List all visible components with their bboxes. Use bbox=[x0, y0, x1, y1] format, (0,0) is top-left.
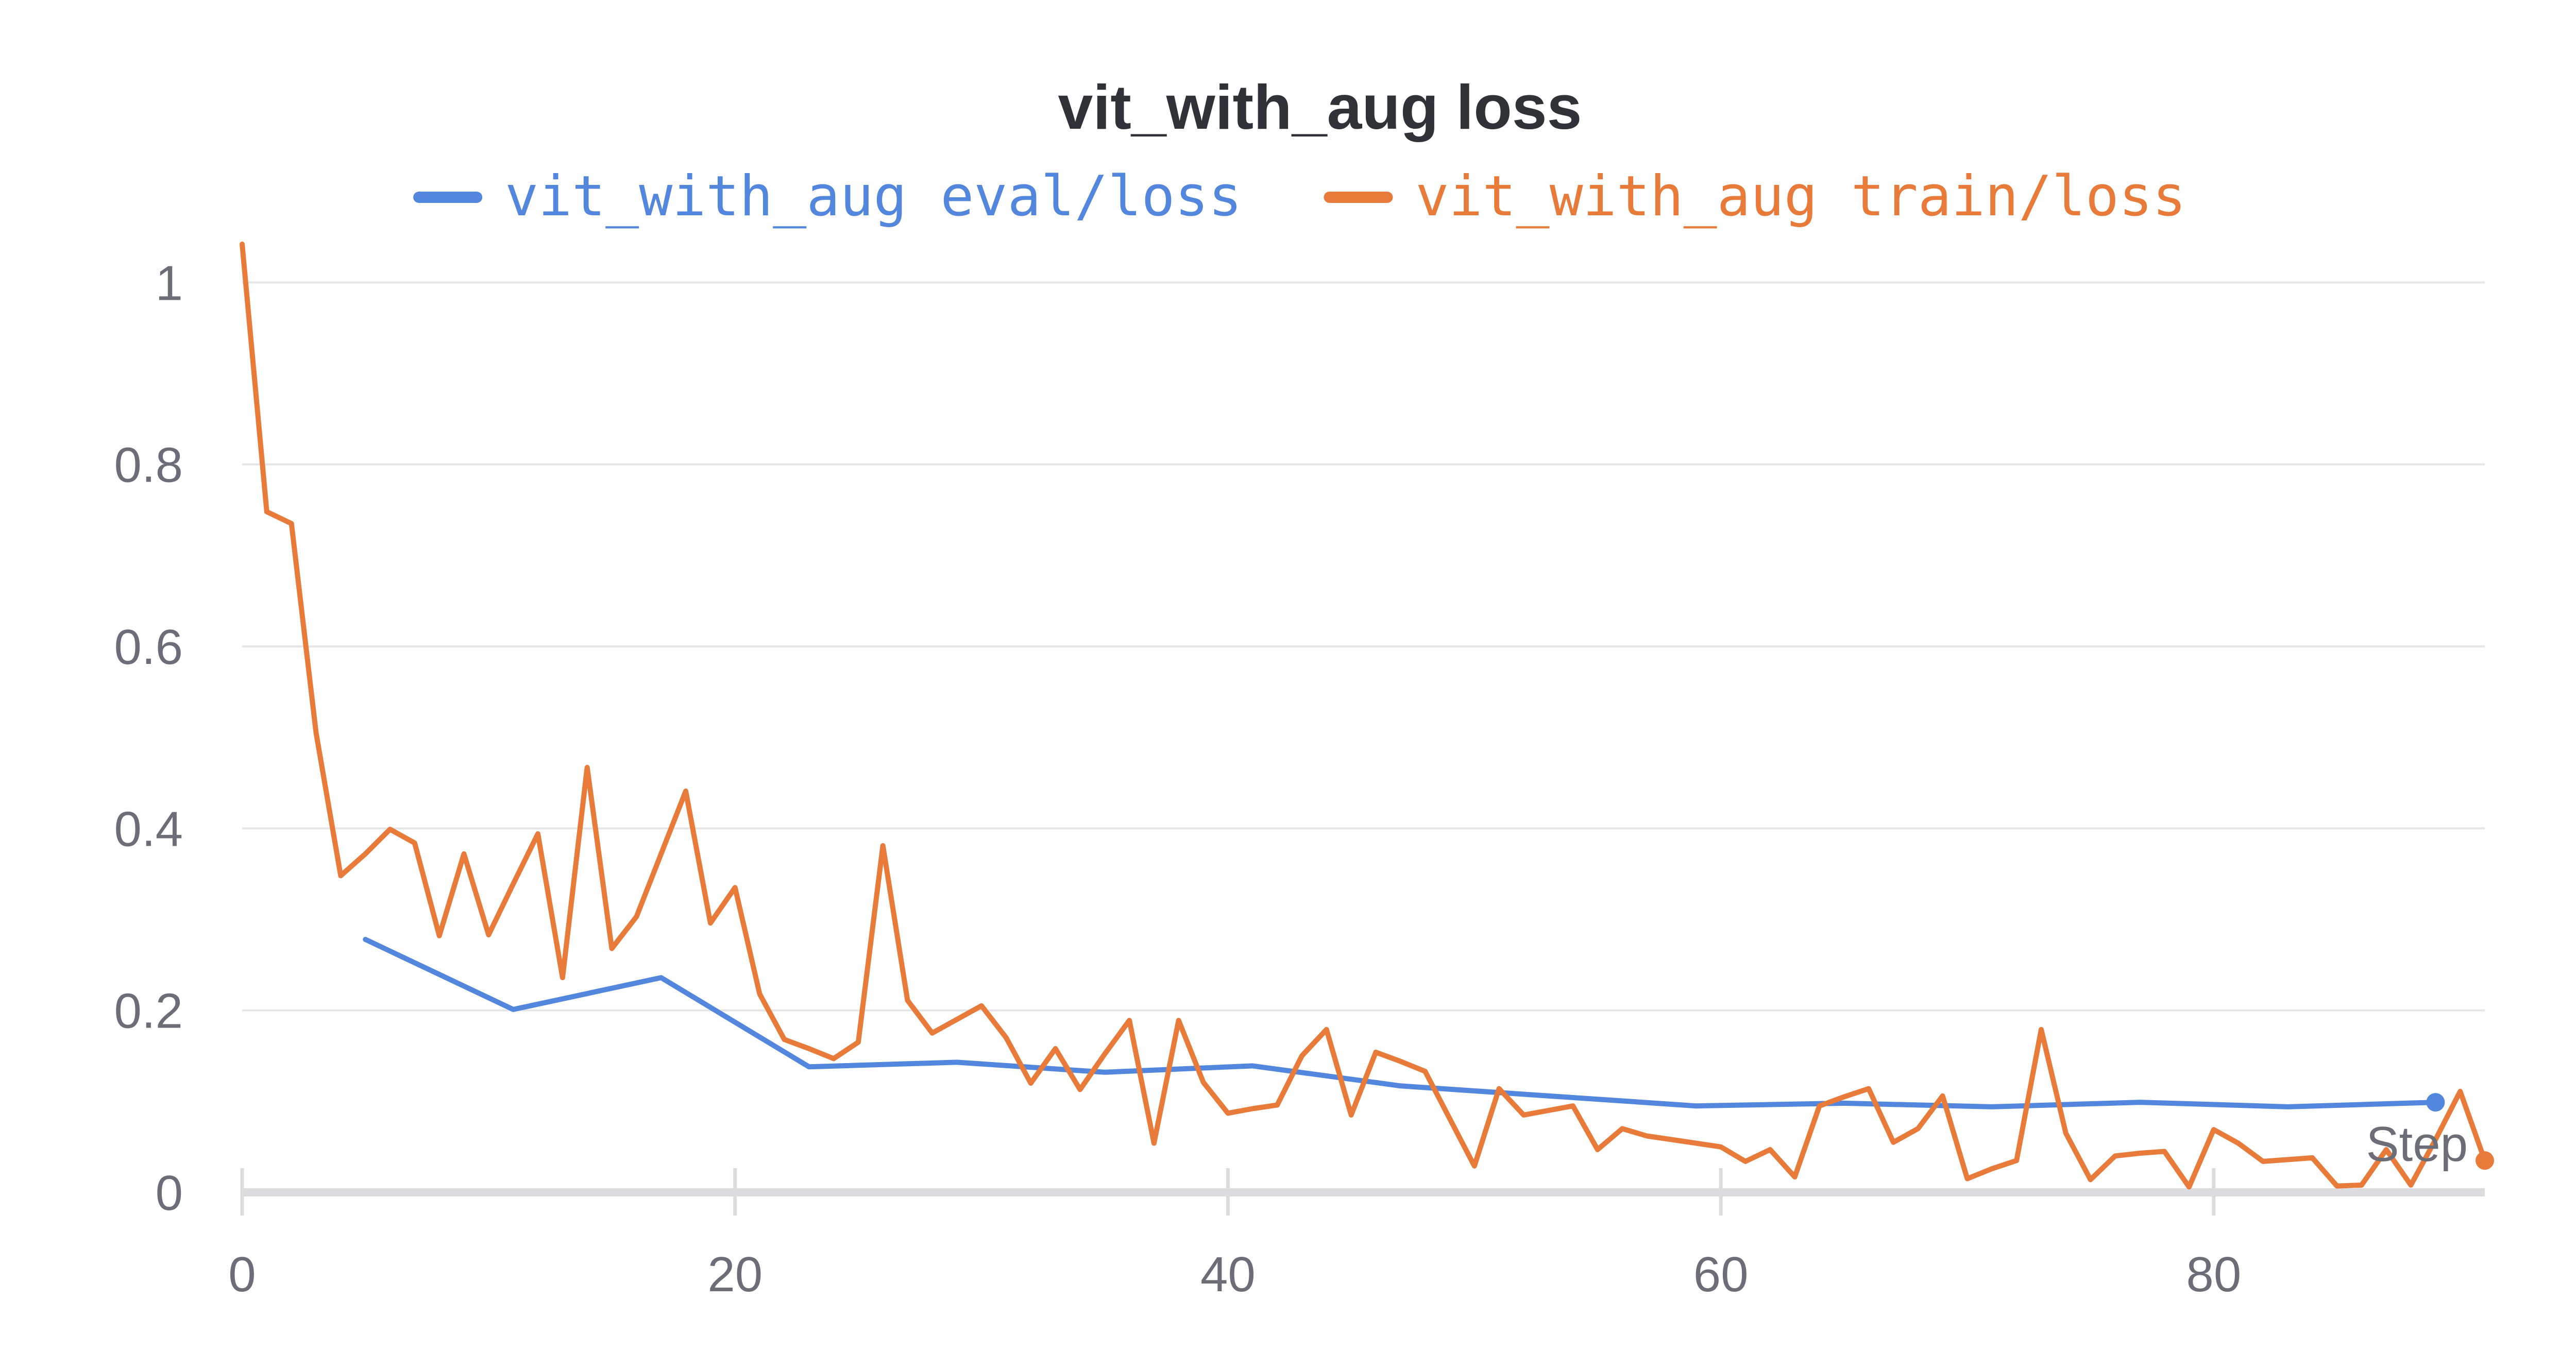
series-line-train-loss bbox=[240, 242, 2487, 1190]
legend: vit_with_aug eval/loss vit_with_aug train… bbox=[413, 164, 2186, 229]
legend-label: vit_with_aug eval/loss bbox=[505, 164, 1242, 229]
x-tick-label: 80 bbox=[2186, 1247, 2241, 1302]
legend-label: vit_with_aug train/loss bbox=[1415, 164, 2186, 229]
y-tick-label: 0.6 bbox=[114, 620, 183, 675]
y-tick-label: 0.4 bbox=[114, 801, 183, 857]
x-tick-label: 20 bbox=[707, 1247, 762, 1302]
series-end-point bbox=[2426, 1093, 2445, 1112]
x-tick-label: 0 bbox=[228, 1247, 256, 1302]
x-tick-label: 40 bbox=[1200, 1247, 1256, 1302]
chart-title: vit_with_aug loss bbox=[1058, 72, 1582, 142]
y-tick-label: 0 bbox=[156, 1166, 183, 1221]
series-group bbox=[240, 242, 2494, 1190]
y-tick-label: 1 bbox=[156, 255, 183, 311]
grid-lines bbox=[242, 281, 2485, 1012]
series-line-eval-loss bbox=[363, 936, 2438, 1109]
axes: 0 0.2 0.4 0.6 0.8 1 0 20 40 60 80 bbox=[114, 255, 2485, 1302]
x-axis-label: Step bbox=[2366, 1117, 2468, 1172]
series-end-point bbox=[2476, 1151, 2494, 1170]
y-tick-label: 0.8 bbox=[114, 438, 183, 493]
x-tick-label: 60 bbox=[1693, 1247, 1749, 1302]
y-tick-label: 0.2 bbox=[114, 984, 183, 1039]
